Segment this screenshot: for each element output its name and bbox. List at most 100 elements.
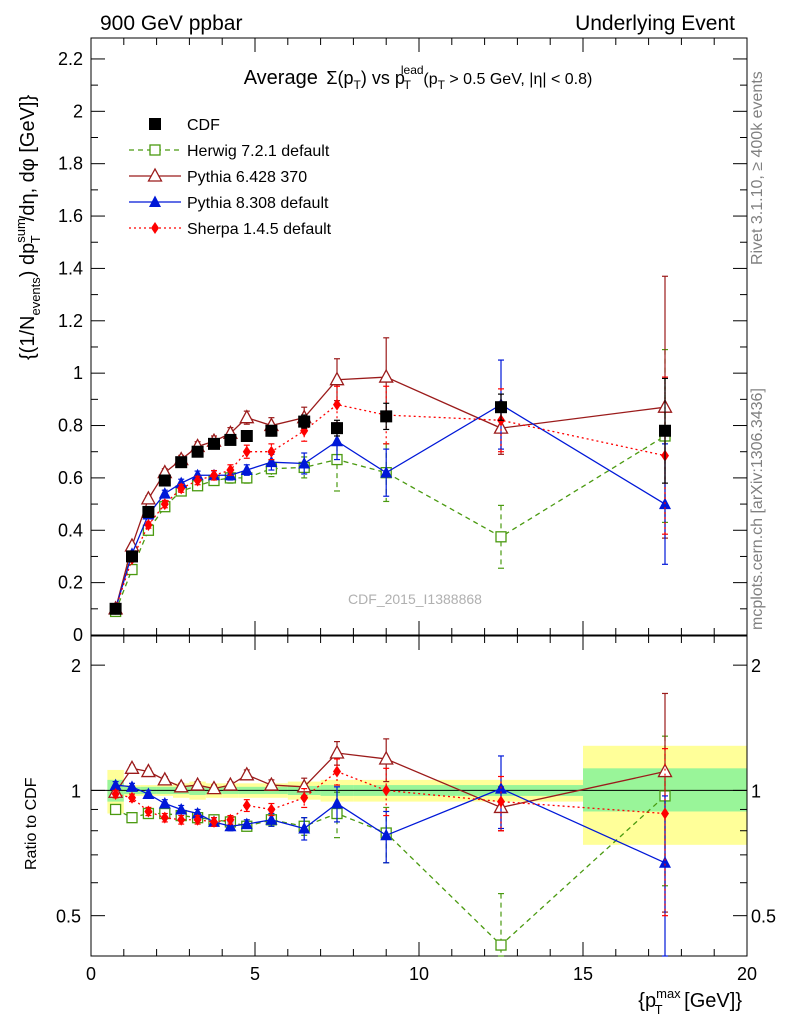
ratio-point-sherpa-6: [210, 815, 218, 828]
point-pythia8-10: [298, 456, 311, 469]
legend-entry-pythia6: Pythia 6.428 370: [129, 167, 307, 186]
point-pythia6-8: [239, 409, 255, 424]
series-layer: [108, 275, 673, 957]
legend-marker-sherpa: [151, 222, 159, 234]
point-data-7: [224, 433, 237, 446]
point-sherpa-4: [177, 482, 186, 495]
y-ratio-tick-label-right-1: 1: [751, 781, 761, 801]
ratio-errbar-pythia8-14: [662, 795, 668, 957]
point-pythia8-9: [265, 455, 278, 468]
y-top-tick-label-1.6: 1.6: [58, 206, 83, 226]
point-data-10: [298, 415, 311, 428]
ratio-point-pythia6-2: [140, 763, 156, 778]
y-top-tick-label-1.8: 1.8: [58, 154, 83, 174]
point-data-12: [380, 410, 393, 423]
y-top-tick-label-0.4: 0.4: [58, 520, 83, 540]
series-herwig-line: [114, 435, 666, 612]
series-pythia6: [108, 275, 673, 615]
series-pythia8-line: [114, 403, 666, 610]
legend-entry-herwig: Herwig 7.2.1 default: [129, 143, 330, 160]
ratio-point-sherpa-1: [128, 791, 136, 804]
y-top-tick-label-0: 0: [73, 625, 83, 645]
x-tick-label-20: 20: [737, 964, 757, 984]
ratio-point-pythia8-10: [298, 821, 311, 834]
ratio-point-pythia6-4: [173, 778, 189, 793]
analysis-watermark: CDF_2015_I1388868: [348, 591, 482, 607]
ratio-point-pythia8-1: [126, 780, 138, 792]
ratio-series-pythia8: [109, 755, 671, 957]
ratio-point-pythia8-4: [175, 802, 188, 815]
point-sherpa-9: [267, 445, 276, 458]
point-data-11: [331, 422, 343, 435]
ratio-point-pythia8-2: [142, 787, 155, 800]
legend: CDF Herwig 7.2.1 default Pythia 6.428 370 P…: [129, 117, 332, 238]
ratio-point-herwig-1: [126, 812, 138, 824]
ratio-series-sherpa: [111, 748, 669, 917]
ratio-point-sherpa-5: [193, 813, 202, 826]
y-axis-label-top: {(1/Nevents) dpsumT/dη, dφ [GeV]}: [13, 95, 43, 360]
ratio-point-pythia8-14: [659, 856, 671, 868]
x-tick-label-15: 15: [573, 964, 593, 984]
ratio-point-pythia8-12: [380, 828, 393, 841]
y-top-tick-label-0.6: 0.6: [58, 468, 83, 488]
ratio-errbar-sherpa-14: [662, 748, 668, 917]
errbar-sherpa-12: [383, 385, 390, 445]
series-sherpa-line: [114, 403, 666, 610]
point-sherpa-2: [144, 519, 153, 532]
point-data-5: [191, 445, 204, 458]
ratio-point-sherpa-2: [144, 805, 153, 818]
ratio-point-pythia8-0: [109, 778, 122, 791]
point-pythia6-2: [140, 490, 156, 505]
header-left: 900 GeV ppbar: [100, 12, 242, 35]
series-herwig: [109, 348, 671, 618]
y-top-tick-label-0.2: 0.2: [58, 573, 83, 593]
point-pythia6-11: [329, 371, 345, 386]
y-ratio-tick-label-right-0.5: 0.5: [751, 907, 776, 927]
ratio-point-sherpa-9: [267, 803, 276, 816]
legend-label-pythia8: Pythia 8.308 default: [187, 195, 329, 212]
point-data-0: [109, 602, 122, 615]
point-sherpa-11: [333, 398, 341, 411]
y-top-tick-label-2.2: 2.2: [58, 49, 83, 69]
point-pythia8-12: [380, 466, 393, 478]
legend-entry-pythia8: Pythia 8.308 default: [129, 195, 329, 212]
point-data-2: [142, 505, 155, 518]
point-pythia8-3: [158, 487, 171, 499]
point-data-8: [240, 430, 253, 442]
legend-marker-data: [149, 118, 161, 130]
ratio-point-herwig-13: [495, 939, 507, 951]
point-pythia8-8: [240, 463, 253, 476]
ratio-point-pythia6-5: [190, 776, 206, 791]
y-ratio-tick-label-left-1: 1: [71, 781, 81, 801]
point-sherpa-6: [210, 469, 218, 482]
point-pythia8-11: [331, 434, 343, 447]
y-ratio-tick-label-right-2: 2: [751, 656, 761, 676]
errbar-sherpa-9: [268, 443, 275, 461]
series-data: [109, 377, 671, 615]
y-top-tick-label-1.2: 1.2: [58, 311, 83, 331]
ratio-point-pythia8-9: [265, 813, 278, 825]
point-sherpa-5: [193, 474, 202, 487]
legend-label-herwig: Herwig 7.2.1 default: [187, 143, 330, 160]
ratio-point-pythia6-8: [239, 766, 255, 781]
y-ratio-tick-label-left-0.5: 0.5: [56, 907, 81, 927]
point-sherpa-8: [242, 445, 251, 458]
point-data-3: [158, 474, 171, 487]
y-ratio-tick-label-left-2: 2: [71, 656, 81, 676]
ratio-point-sherpa-12: [382, 784, 391, 797]
x-tick-label-10: 10: [409, 964, 429, 984]
legend-label-data: CDF: [187, 117, 220, 134]
x-tick-label-0: 0: [86, 964, 96, 984]
y-top-tick-label-1.4: 1.4: [58, 258, 83, 278]
ratio-point-pythia6-6: [206, 780, 222, 795]
point-sherpa-3: [160, 498, 169, 511]
plot-title: Average Σ(pT) vs plead T (pT > 0.5 GeV, |…: [244, 63, 593, 92]
ratio-point-pythia8-3: [158, 797, 171, 809]
ratio-point-sherpa-14: [661, 807, 669, 820]
x-axis-label: {pmax T [GeV]}: [638, 986, 742, 1017]
ratio-point-sherpa-10: [300, 791, 309, 804]
ratio-point-sherpa-8: [242, 799, 251, 812]
legend-entry-sherpa: Sherpa 1.4.5 default: [129, 221, 332, 238]
ratio-errbar-sherpa-10: [301, 788, 308, 809]
